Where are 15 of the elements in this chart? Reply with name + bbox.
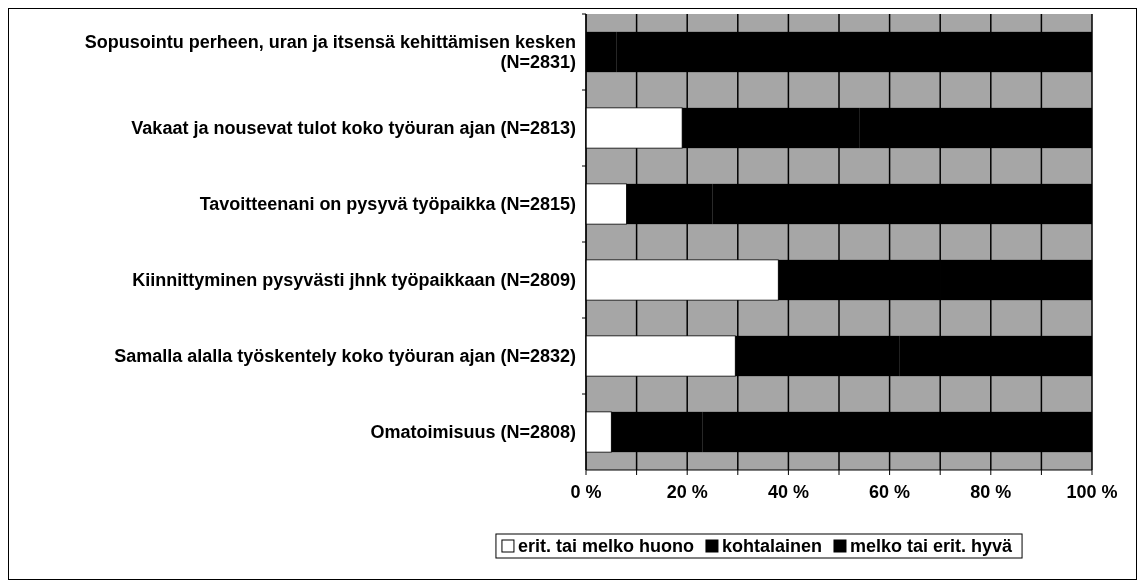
x-tick-label: 60 % [869,482,911,502]
legend-label: melko tai erit. hyvä [849,536,1014,556]
legend-label: kohtalainen [721,536,822,556]
x-tick-label: 40 % [767,482,809,502]
x-tick-label: 80 % [970,482,1012,502]
x-tick-label: 20 % [666,482,708,502]
y-tick-label: Kiinnittyminen pysyvästi jhnk työpaikkaan (N=2809) [132,270,576,290]
y-tick-label: Tavoitteenani on pysyvä työpaikka (N=2815) [199,194,577,214]
legend-label: erit. tai melko huono [517,536,694,556]
y-tick-label: Vakaat ja nousevat tulot koko työuran ajan (N=2813) [131,118,576,138]
y-tick-label: Omatoimisuus (N=2808) [370,422,576,442]
x-tick-label: 100 % [1066,482,1118,502]
x-tick-label: 0 % [570,482,602,502]
y-tick-label: Sopusointu perheen, uran ja itsensä kehittämisen kesken (N=2831) [84,32,576,72]
y-tick-label: Samalla alalla työskentely koko työuran ajan (N=2832) [114,346,576,366]
